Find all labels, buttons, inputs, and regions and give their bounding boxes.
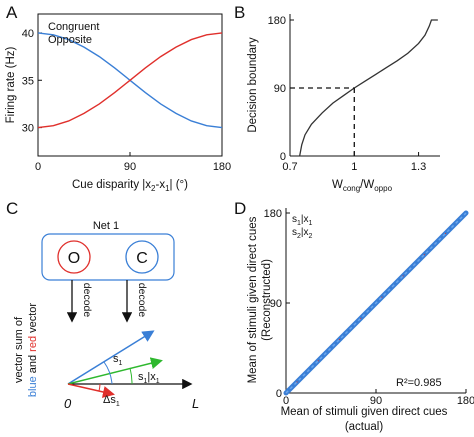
s1-label: s1 bbox=[113, 353, 123, 367]
panel-c: C Net 1 O C decode decode vector sum of … bbox=[6, 199, 199, 411]
panel-a-ticks: 0 90 180 30 35 40 bbox=[22, 28, 231, 173]
b-xtick-label: 1.3 bbox=[411, 161, 426, 173]
network-box bbox=[41, 233, 175, 281]
s1-angle-arc bbox=[103, 361, 113, 385]
panel-c-letter: C bbox=[6, 199, 18, 218]
d-ytick-label: 180 bbox=[264, 208, 282, 220]
d-xtick-label: 0 bbox=[283, 395, 289, 407]
s1x1-scatter-highlight bbox=[285, 212, 467, 394]
panel-d-lines bbox=[283, 210, 469, 396]
s1x1-label: s1|x1 bbox=[138, 371, 160, 385]
d-xtick-label: 90 bbox=[370, 395, 382, 407]
decode-label-left: decode bbox=[81, 283, 93, 318]
panel-a-letter: A bbox=[6, 3, 18, 22]
legend-s1x1: s1|x1 bbox=[292, 214, 313, 227]
node-c-label: C bbox=[136, 250, 148, 267]
b-xtick-label: 1 bbox=[351, 161, 357, 173]
l-axis-label: L bbox=[192, 396, 199, 411]
green-vector bbox=[67, 357, 163, 385]
d-ytick-label: 0 bbox=[276, 388, 282, 400]
node-o bbox=[57, 240, 91, 274]
b-ytick-label: 180 bbox=[268, 15, 286, 27]
panel-d-ylabel-1: Mean of stimuli given direct cues bbox=[247, 216, 259, 383]
a-ytick-label: 30 bbox=[22, 123, 34, 135]
red-vector bbox=[67, 383, 115, 398]
panel-d-xlabel-1: Mean of stimuli given direct cues bbox=[281, 406, 448, 418]
opposite-series-line bbox=[37, 32, 223, 129]
legend-s2x2: s2|x2 bbox=[292, 227, 313, 240]
legend-congruent: Congruent bbox=[48, 21, 99, 33]
panel-b-xlabel: Wcong/Woppo bbox=[332, 179, 393, 193]
panel-a-ylabel: Firing rate (Hz) bbox=[5, 46, 17, 123]
decision-boundary-line bbox=[299, 19, 438, 157]
panel-a: A 0 90 180 30 35 40 Congruent Opposite Firing… bbox=[5, 3, 231, 193]
blue-vector bbox=[67, 330, 155, 385]
delta-angle-arc bbox=[98, 383, 101, 392]
panel-d-letter: D bbox=[234, 199, 246, 218]
r-squared-annotation: R²=0.985 bbox=[396, 377, 442, 389]
panel-b-lines bbox=[290, 19, 438, 157]
b-xtick-label: 0.7 bbox=[282, 161, 297, 173]
panel-b: B 0.7 1 1.3 0 90 180 Decision boundary Wcong/… bbox=[234, 3, 440, 193]
b-ytick-label: 0 bbox=[280, 151, 286, 163]
s1x1-angle-arc bbox=[129, 367, 133, 385]
vector-sum-label-2: blue and red vector bbox=[27, 303, 39, 398]
vector-sum-label-1: vector sum of bbox=[13, 316, 25, 383]
panel-b-ticks: 0.7 1 1.3 0 90 180 bbox=[268, 15, 427, 173]
node-o-label: O bbox=[68, 250, 80, 267]
panel-b-ylabel: Decision boundary bbox=[247, 37, 259, 133]
panel-d-xlabel-2: (actual) bbox=[345, 421, 384, 433]
panel-b-letter: B bbox=[234, 3, 245, 22]
legend-opposite: Opposite bbox=[48, 34, 92, 46]
node-c bbox=[125, 240, 159, 274]
panel-a-xlabel: Cue disparity |x2-x1| (°) bbox=[72, 179, 188, 193]
a-xtick-label: 90 bbox=[124, 161, 136, 173]
net-label: Net 1 bbox=[93, 220, 119, 232]
a-xtick-label: 0 bbox=[35, 161, 41, 173]
delta-s1-label: Δs1 bbox=[103, 394, 120, 408]
a-ytick-label: 35 bbox=[22, 75, 34, 87]
origin-label: 0 bbox=[64, 396, 72, 411]
panel-d: D 0 90 180 0 90 180 s1|x1 s2|x2 R²=0.985 Mean… bbox=[234, 199, 474, 433]
d-ytick-label: 90 bbox=[270, 298, 282, 310]
d-xtick-label: 180 bbox=[457, 395, 474, 407]
b-ytick-label: 90 bbox=[274, 83, 286, 95]
a-ytick-label: 40 bbox=[22, 28, 34, 40]
panel-d-ylabel-2: (Reconstructed) bbox=[261, 259, 273, 341]
decode-label-right: decode bbox=[136, 283, 148, 318]
panel-a-lines bbox=[37, 32, 223, 129]
a-xtick-label: 180 bbox=[213, 161, 231, 173]
